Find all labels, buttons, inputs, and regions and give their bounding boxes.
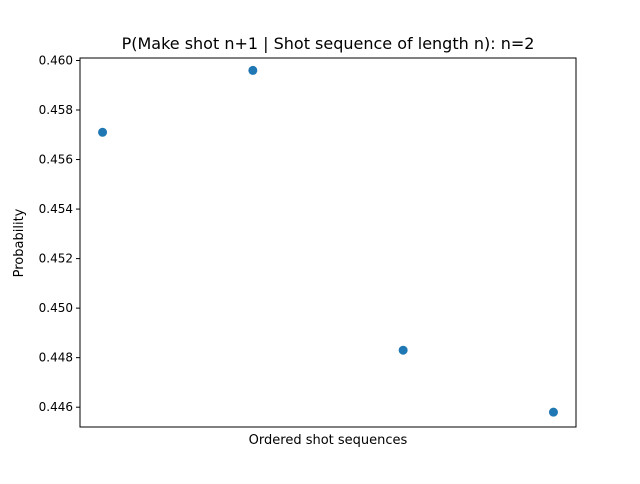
data-point [248,65,258,75]
data-point [98,127,108,137]
y-tick-label: 0.448 [39,351,73,365]
plot-area [80,58,576,427]
y-axis-label: Probability [12,208,27,277]
data-points [98,65,558,417]
x-axis-label: Ordered shot sequences [249,433,408,448]
y-tick-label: 0.452 [39,252,73,266]
y-tick-label: 0.454 [39,202,73,216]
y-tick-label: 0.458 [39,103,73,117]
chart-title: P(Make shot n+1 | Shot sequence of lengt… [122,34,535,53]
y-tick-label: 0.450 [39,301,73,315]
y-axis-ticks: 0.446 0.448 0.450 0.452 0.454 0.456 0.458 0.460 [39,53,80,414]
y-tick-label: 0.446 [39,400,73,414]
y-tick-label: 0.456 [39,153,73,167]
y-tick-label: 0.460 [39,53,73,67]
plot-frame [79,57,577,428]
data-point [398,345,408,355]
data-point [548,407,558,417]
